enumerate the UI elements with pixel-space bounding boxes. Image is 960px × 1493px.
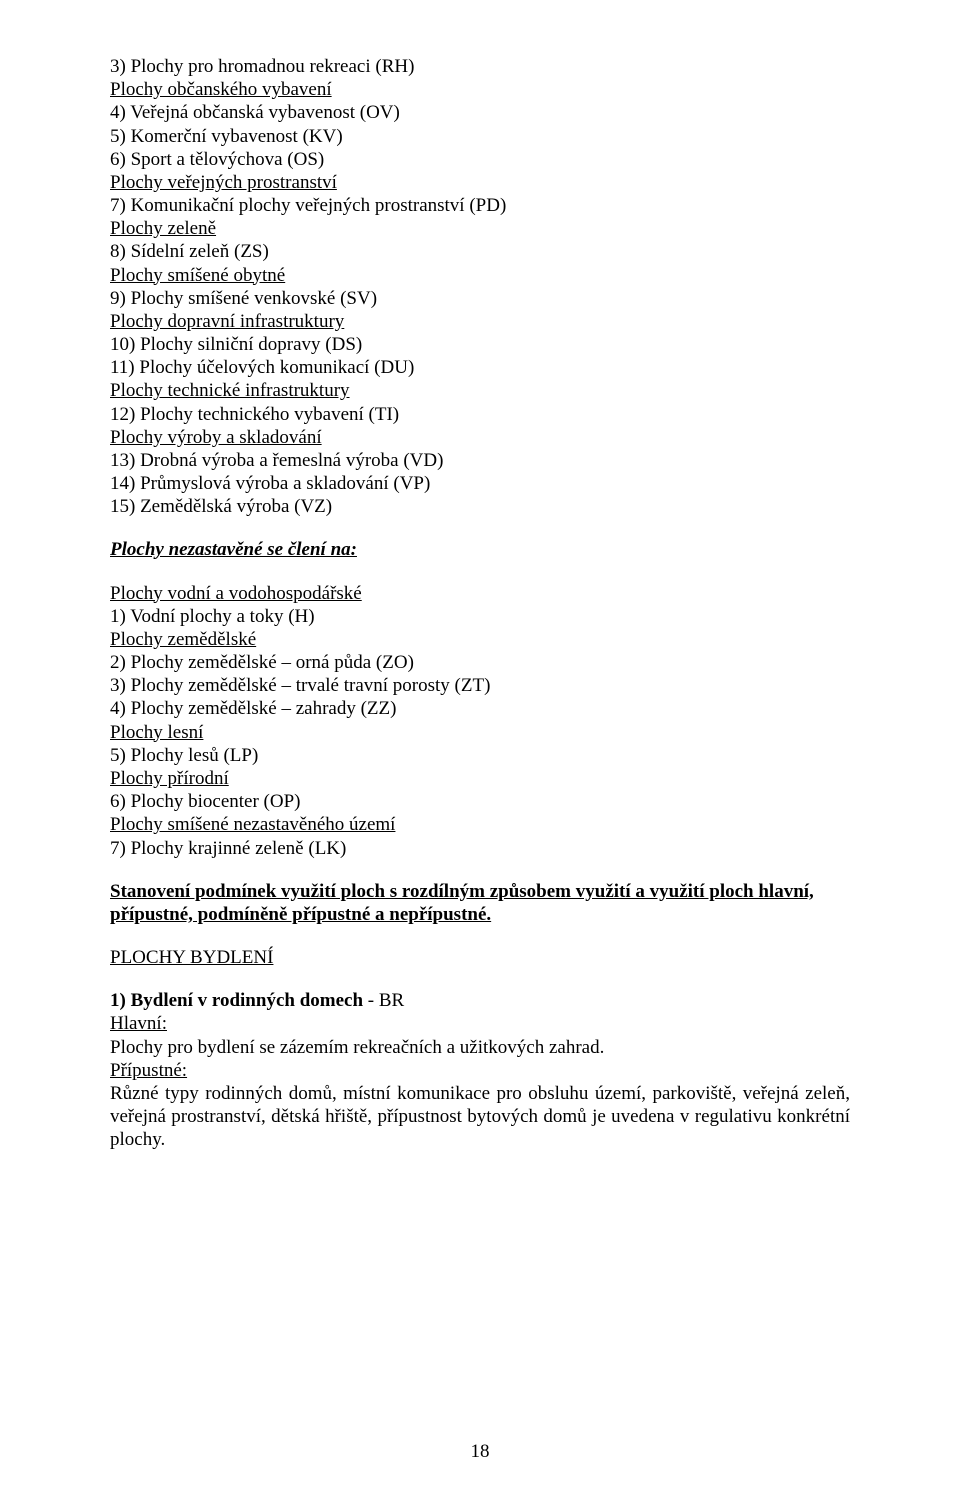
page-container: 3) Plochy pro hromadnou rekreaci (RH) Pl… xyxy=(0,0,960,1493)
list-item: 5) Plochy lesů (LP) xyxy=(110,744,850,767)
subsection-title-bold: 1) Bydlení v rodinných domech xyxy=(110,990,363,1011)
list-item: 7) Komunikační plochy veřejných prostran… xyxy=(110,194,850,217)
section-heading: Plochy zemědělské xyxy=(110,628,850,651)
section-heading: Plochy výroby a skladování xyxy=(110,426,850,449)
list-item: 11) Plochy účelových komunikací (DU) xyxy=(110,356,850,379)
list-item: 13) Drobná výroba a řemeslná výroba (VD) xyxy=(110,449,850,472)
list-item: 9) Plochy smíšené venkovské (SV) xyxy=(110,287,850,310)
category-heading: PLOCHY BYDLENÍ xyxy=(110,946,850,969)
list-item: 6) Sport a tělovýchova (OS) xyxy=(110,148,850,171)
list-item: 10) Plochy silniční dopravy (DS) xyxy=(110,333,850,356)
subsection-heading: 1) Bydlení v rodinných domech - BR xyxy=(110,989,850,1012)
section-heading: Plochy smíšené nezastavěného území xyxy=(110,813,850,836)
list-item: 1) Vodní plochy a toky (H) xyxy=(110,605,850,628)
section-heading: Plochy smíšené obytné xyxy=(110,264,850,287)
paragraph-text: Různé typy rodinných domů, místní komuni… xyxy=(110,1082,850,1152)
list-item: 14) Průmyslová výroba a skladování (VP) xyxy=(110,472,850,495)
section-heading: Plochy přírodní xyxy=(110,767,850,790)
subsection-title-suffix: - BR xyxy=(363,990,404,1011)
list-item: 3) Plochy pro hromadnou rekreaci (RH) xyxy=(110,55,850,78)
section-heading: Plochy lesní xyxy=(110,721,850,744)
list-item: 8) Sídelní zeleň (ZS) xyxy=(110,240,850,263)
list-item: 4) Veřejná občanská vybavenost (OV) xyxy=(110,101,850,124)
section-heading: Plochy vodní a vodohospodářské xyxy=(110,582,850,605)
field-label-permitted: Přípustné: xyxy=(110,1059,850,1082)
list-item: 2) Plochy zemědělské – orná půda (ZO) xyxy=(110,651,850,674)
list-item: 3) Plochy zemědělské – trvalé travní por… xyxy=(110,674,850,697)
section-heading: Plochy dopravní infrastruktury xyxy=(110,310,850,333)
list-item: 12) Plochy technického vybavení (TI) xyxy=(110,403,850,426)
section-heading: Plochy zeleně xyxy=(110,217,850,240)
list-item: 15) Zemědělská výroba (VZ) xyxy=(110,495,850,518)
list-item: 7) Plochy krajinné zeleně (LK) xyxy=(110,837,850,860)
field-label-main: Hlavní: xyxy=(110,1012,850,1035)
page-number: 18 xyxy=(0,1441,960,1463)
major-heading: přípustné, podmíněně přípustné a nepřípu… xyxy=(110,903,850,926)
list-item: 6) Plochy biocenter (OP) xyxy=(110,790,850,813)
list-item: 4) Plochy zemědělské – zahrady (ZZ) xyxy=(110,697,850,720)
section-heading: Plochy veřejných prostranství xyxy=(110,171,850,194)
section-heading: Plochy technické infrastruktury xyxy=(110,379,850,402)
major-heading: Stanovení podmínek využití ploch s rozdí… xyxy=(110,880,850,903)
section-heading: Plochy občanského vybavení xyxy=(110,78,850,101)
list-item: 5) Komerční vybavenost (KV) xyxy=(110,125,850,148)
paragraph-text: Plochy pro bydlení se zázemím rekreačníc… xyxy=(110,1036,850,1059)
section-title: Plochy nezastavěné se člení na: xyxy=(110,538,850,561)
